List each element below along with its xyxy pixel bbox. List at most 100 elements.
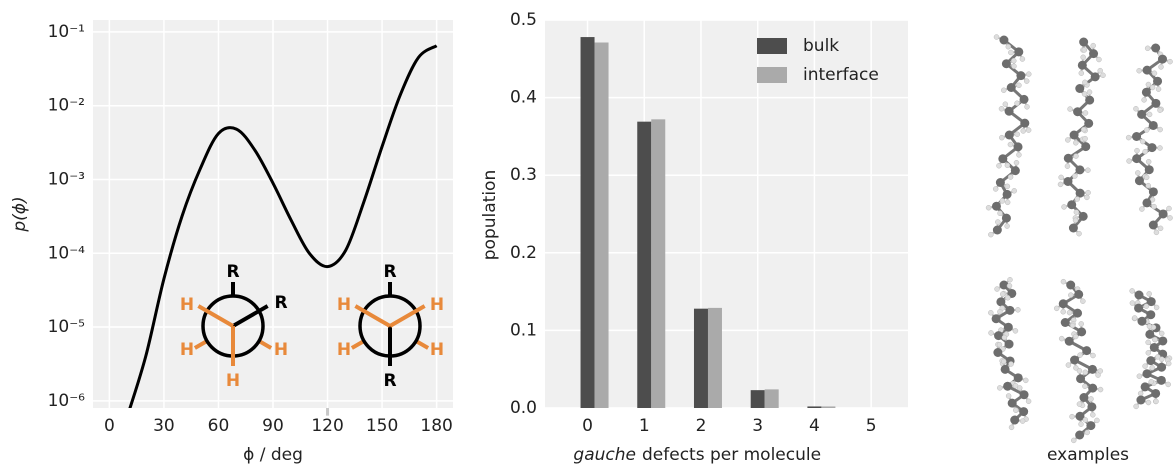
mol-hydrogen bbox=[1167, 215, 1173, 221]
atom-label: H bbox=[430, 295, 444, 315]
mol-hydrogen bbox=[1084, 429, 1090, 436]
mol-hydrogen bbox=[1004, 199, 1011, 206]
mol-hydrogen bbox=[1157, 107, 1163, 113]
mol-hydrogen bbox=[1100, 72, 1106, 79]
mol-hydrogen bbox=[995, 219, 1001, 225]
mol-carbon bbox=[1136, 395, 1146, 405]
x-tick-label: 3 bbox=[752, 416, 763, 436]
mol-hydrogen bbox=[1007, 174, 1014, 180]
line bbox=[128, 44, 438, 408]
mol-carbon bbox=[1078, 211, 1088, 221]
mol-hydrogen bbox=[1143, 174, 1150, 181]
mol-hydrogen bbox=[1078, 70, 1085, 76]
mol-carbon bbox=[1081, 142, 1091, 152]
bond bbox=[197, 304, 234, 328]
mol-hydrogen bbox=[1097, 386, 1104, 393]
bond bbox=[354, 304, 391, 328]
x-tick-label: 150 bbox=[366, 416, 398, 436]
mol-hydrogen bbox=[1078, 321, 1084, 327]
mol-hydrogen bbox=[1142, 363, 1148, 369]
y-tick-label: 0.3 bbox=[510, 165, 537, 185]
molecule-images bbox=[985, 34, 1173, 444]
mol-hydrogen bbox=[1134, 147, 1140, 154]
mol-carbon bbox=[1007, 288, 1017, 298]
mol-hydrogen bbox=[1025, 398, 1032, 405]
x-tick-label: 4 bbox=[809, 416, 820, 436]
legend-label: bulk bbox=[803, 36, 839, 56]
mol-carbon bbox=[991, 201, 1001, 211]
mol-carbon bbox=[1013, 142, 1023, 152]
mol-hydrogen bbox=[1149, 84, 1156, 91]
mol-hydrogen bbox=[1076, 401, 1083, 407]
x-tick-label: 2 bbox=[696, 416, 707, 436]
mol-carbon bbox=[1137, 109, 1147, 119]
mol-carbon bbox=[1006, 83, 1016, 92]
mol-hydrogen bbox=[1097, 368, 1104, 374]
mol-hydrogen bbox=[998, 106, 1005, 112]
mol-carbon bbox=[1157, 54, 1167, 64]
mol-hydrogen bbox=[1165, 360, 1172, 367]
mol-hydrogen bbox=[1014, 100, 1020, 107]
mol-carbon bbox=[1146, 310, 1156, 320]
mol-carbon bbox=[1013, 373, 1023, 383]
mol-hydrogen bbox=[1080, 298, 1086, 304]
mol-carbon bbox=[996, 297, 1006, 307]
mol-hydrogen bbox=[1085, 167, 1091, 173]
mol-carbon bbox=[1075, 430, 1085, 440]
x-tick-label: 5 bbox=[866, 416, 877, 436]
bar bbox=[693, 308, 708, 408]
mol-hydrogen bbox=[1064, 163, 1071, 169]
mol-carbon bbox=[999, 35, 1009, 45]
mol-hydrogen bbox=[1000, 87, 1007, 93]
mol-carbon bbox=[1020, 118, 1030, 128]
atom-label: H bbox=[274, 340, 288, 360]
mol-carbon bbox=[1087, 364, 1097, 374]
bond bbox=[350, 339, 366, 350]
bar bbox=[651, 119, 666, 408]
mol-hydrogen bbox=[1008, 361, 1014, 367]
mol-carbon bbox=[1142, 198, 1152, 208]
mol-hydrogen bbox=[1157, 225, 1164, 232]
mol-hydrogen bbox=[985, 204, 992, 211]
mol-hydrogen bbox=[1000, 358, 1007, 365]
x-tick-label: 120 bbox=[311, 416, 343, 436]
y-tick-label: 10⁻³ bbox=[48, 169, 85, 189]
mol-carbon bbox=[1134, 290, 1144, 300]
mol-hydrogen bbox=[993, 34, 1000, 40]
mol-hydrogen bbox=[1090, 42, 1096, 49]
mol-hydrogen bbox=[988, 309, 994, 316]
mol-carbon bbox=[1074, 289, 1084, 299]
mol-hydrogen bbox=[1151, 203, 1157, 210]
mol-hydrogen bbox=[1159, 356, 1165, 362]
mol-hydrogen bbox=[988, 330, 994, 336]
mol-hydrogen bbox=[1072, 333, 1079, 340]
mol-hydrogen bbox=[1078, 421, 1084, 427]
mol-hydrogen bbox=[996, 163, 1002, 169]
mol-hydrogen bbox=[1085, 189, 1091, 196]
y-tick-label: 10⁻² bbox=[48, 96, 85, 116]
atom-label: H bbox=[430, 340, 444, 360]
mol-hydrogen bbox=[1016, 385, 1023, 391]
mol-carbon bbox=[1147, 143, 1157, 153]
mol-hydrogen bbox=[1023, 78, 1030, 84]
mol-hydrogen bbox=[1145, 182, 1151, 189]
mol-hydrogen bbox=[1096, 56, 1102, 63]
mol-carbon bbox=[994, 331, 1004, 341]
mol-carbon bbox=[1148, 220, 1158, 230]
mol-carbon bbox=[1079, 393, 1089, 402]
mol-hydrogen bbox=[997, 210, 1003, 217]
mol-hydrogen bbox=[1145, 158, 1152, 165]
mol-carbon bbox=[1145, 329, 1155, 339]
mol-carbon bbox=[1086, 421, 1096, 431]
mol-carbon bbox=[1085, 95, 1095, 105]
legend-label: interface bbox=[803, 65, 879, 85]
mol-carbon bbox=[1019, 94, 1029, 104]
mol-hydrogen bbox=[1145, 350, 1152, 356]
mol-hydrogen bbox=[1145, 339, 1151, 346]
mol-hydrogen bbox=[1152, 336, 1158, 343]
mol-hydrogen bbox=[1004, 183, 1011, 190]
mol-hydrogen bbox=[1005, 295, 1011, 301]
mol-hydrogen bbox=[1065, 362, 1072, 368]
mol-carbon bbox=[1001, 213, 1011, 223]
